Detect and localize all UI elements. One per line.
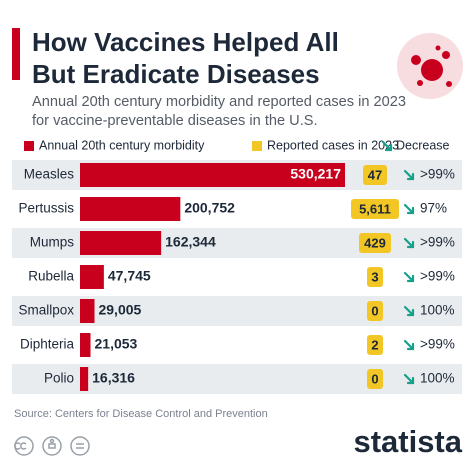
category-label: Mumps bbox=[30, 235, 75, 250]
decrease-arrow bbox=[403, 271, 415, 283]
legend-label: Decrease bbox=[396, 138, 450, 152]
bar bbox=[80, 231, 162, 255]
decrease-label: 97% bbox=[420, 201, 447, 216]
case-badge bbox=[363, 165, 387, 185]
chart-subtitle: Annual 20th century morbidity and report… bbox=[32, 94, 406, 129]
bar bbox=[80, 333, 91, 357]
case-label: 2 bbox=[371, 337, 378, 352]
chart-title: How Vaccines Helped All But Eradicate Di… bbox=[32, 27, 339, 89]
decrease-label: 100% bbox=[420, 303, 455, 318]
value-label: 530,217 bbox=[290, 166, 341, 182]
case-label: 429 bbox=[364, 235, 386, 250]
decrease-arrow bbox=[403, 237, 415, 249]
bar bbox=[80, 299, 95, 323]
value-label: 16,316 bbox=[92, 370, 135, 386]
bar bbox=[80, 163, 345, 187]
decrease-label: >99% bbox=[420, 337, 455, 352]
decrease-label: 100% bbox=[420, 371, 455, 386]
case-badge bbox=[367, 369, 383, 389]
case-badge bbox=[367, 301, 383, 321]
row-band bbox=[12, 228, 462, 258]
decrease-arrow bbox=[403, 169, 415, 181]
decrease-label: >99% bbox=[420, 167, 455, 182]
category-label: Pertussis bbox=[18, 201, 74, 216]
decrease-arrow bbox=[403, 373, 415, 385]
legend-swatch bbox=[252, 141, 262, 151]
decrease-arrow bbox=[403, 203, 415, 215]
case-label: 3 bbox=[371, 269, 378, 284]
case-badge bbox=[367, 267, 383, 287]
case-badge bbox=[351, 199, 399, 219]
value-label: 47,745 bbox=[108, 268, 151, 284]
legend-swatch bbox=[24, 141, 34, 151]
bar bbox=[80, 367, 89, 391]
case-label: 0 bbox=[371, 371, 378, 386]
value-label: 162,344 bbox=[165, 234, 216, 250]
license-icons bbox=[14, 436, 90, 456]
legend-label: Annual 20th century morbidity bbox=[39, 138, 205, 152]
value-label: 29,005 bbox=[98, 302, 141, 318]
bar bbox=[80, 265, 104, 289]
bar bbox=[80, 197, 181, 221]
decrease-arrow bbox=[403, 339, 415, 351]
accent-bar bbox=[12, 28, 20, 80]
legend-label: Reported cases in 2023 bbox=[267, 138, 399, 152]
decrease-arrow bbox=[403, 305, 415, 317]
decrease-label: >99% bbox=[420, 235, 455, 250]
decrease-arrow bbox=[381, 140, 393, 152]
case-label: 47 bbox=[368, 167, 382, 182]
value-label: 21,053 bbox=[95, 336, 138, 352]
category-label: Diphteria bbox=[20, 337, 75, 352]
decrease-label: >99% bbox=[420, 269, 455, 284]
case-badge bbox=[359, 233, 391, 253]
value-label: 200,752 bbox=[184, 200, 235, 216]
brand-logo: statista bbox=[353, 424, 462, 459]
category-label: Smallpox bbox=[18, 303, 74, 318]
category-label: Polio bbox=[44, 371, 74, 386]
category-label: Rubella bbox=[28, 269, 74, 284]
row-band bbox=[12, 296, 462, 326]
case-badge bbox=[367, 335, 383, 355]
source: Source: Centers for Disease Control and … bbox=[14, 408, 268, 420]
case-label: 0 bbox=[371, 303, 378, 318]
case-label: 5,611 bbox=[359, 201, 391, 216]
row-band bbox=[12, 364, 462, 394]
category-label: Measles bbox=[24, 167, 75, 182]
virus-icon bbox=[397, 33, 463, 99]
